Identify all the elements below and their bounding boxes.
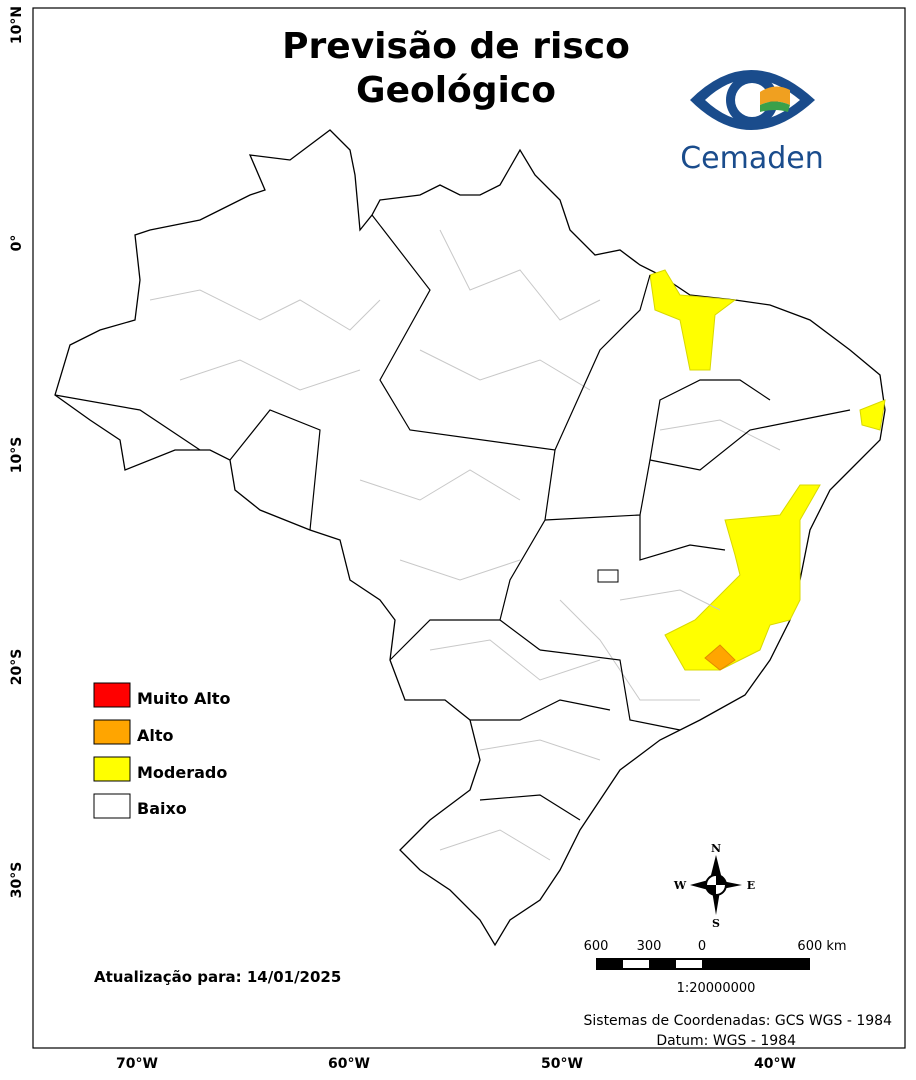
logo-text: Cemaden (680, 141, 824, 176)
scale-label: 300 (637, 939, 662, 954)
footer-text: Sistemas de Coordenadas: GCS WGS - 1984 (584, 1013, 893, 1029)
lat-label: 20°S (9, 649, 25, 686)
scale-bar: 600 300 0 600 km 1:20000000 (584, 939, 847, 996)
lon-label: 70°W (116, 1056, 158, 1072)
legend-swatch (93, 682, 131, 708)
legend-label: Moderado (137, 763, 227, 782)
region-borders (149, 229, 781, 861)
map-title: Previsão de risco (282, 26, 630, 67)
legend-swatch (93, 793, 131, 819)
lat-label: 10°S (9, 437, 25, 474)
footer-text: Datum: WGS - 1984 (656, 1033, 796, 1049)
lat-label: 10°N (9, 6, 25, 44)
legend-swatch (93, 719, 131, 745)
legend-label: Alto (137, 726, 174, 745)
state-borders (54, 214, 851, 821)
logo: Cemaden (680, 70, 824, 176)
compass-s: S (712, 917, 720, 930)
legend-label: Muito Alto (137, 689, 231, 708)
compass-n: N (711, 842, 721, 855)
country-outline (54, 129, 886, 947)
risk-area-moderate (859, 399, 886, 431)
update-date: Atualização para: 14/01/2025 (94, 968, 341, 986)
lon-label: 50°W (541, 1056, 583, 1072)
lon-label: 60°W (328, 1056, 370, 1072)
map-title: Geológico (356, 70, 556, 111)
compass-w: W (673, 879, 687, 892)
legend-swatch (93, 756, 131, 782)
scale-label: 600 (584, 939, 609, 954)
lat-label: 0° (9, 235, 25, 252)
scale-label: 600 km (797, 939, 846, 954)
risk-area-moderate (664, 484, 821, 671)
legend: Muito Alto Alto Moderado Baixo (93, 682, 231, 819)
lon-label: 40°W (754, 1056, 796, 1072)
compass-e: E (747, 879, 755, 892)
risk-area-high (704, 644, 736, 671)
lat-label: 30°S (9, 862, 25, 899)
axis-labels: 10°N 0° 10°S 20°S 30°S 70°W 60°W 50°W 40… (9, 6, 796, 1072)
legend-label: Baixo (137, 799, 187, 818)
risk-area-moderate (649, 269, 737, 371)
compass: N S E W (673, 842, 755, 930)
scale-ratio: 1:20000000 (677, 981, 756, 996)
scale-label: 0 (698, 939, 706, 954)
